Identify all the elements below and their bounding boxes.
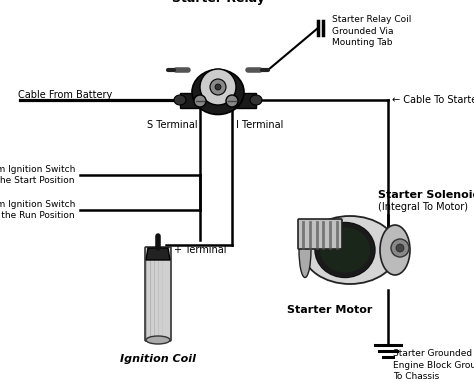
- Ellipse shape: [315, 222, 375, 277]
- Ellipse shape: [299, 222, 311, 277]
- Circle shape: [200, 69, 236, 105]
- Text: (Integral To Motor): (Integral To Motor): [378, 202, 468, 212]
- Text: Starter Relay Coil
Grounded Via
Mounting Tab: Starter Relay Coil Grounded Via Mounting…: [332, 15, 411, 47]
- Ellipse shape: [174, 95, 186, 105]
- Text: Starter Relay: Starter Relay: [172, 0, 264, 5]
- Circle shape: [396, 244, 404, 252]
- Circle shape: [210, 79, 226, 95]
- Polygon shape: [146, 248, 170, 260]
- Circle shape: [194, 95, 206, 107]
- Text: From Ignition Switch
"Hot" in the Start Position: From Ignition Switch "Hot" in the Start …: [0, 165, 75, 185]
- Ellipse shape: [302, 216, 398, 284]
- Text: Ignition Coil: Ignition Coil: [120, 354, 196, 364]
- Ellipse shape: [192, 70, 244, 115]
- Circle shape: [391, 239, 409, 257]
- Ellipse shape: [250, 95, 262, 105]
- Text: Starter Grounded Via
Engine Block Ground
To Chassis: Starter Grounded Via Engine Block Ground…: [393, 349, 474, 381]
- Text: Starter Motor: Starter Motor: [287, 305, 373, 315]
- Text: ← Cable To Starter: ← Cable To Starter: [392, 95, 474, 105]
- Ellipse shape: [380, 225, 410, 275]
- FancyBboxPatch shape: [145, 247, 171, 341]
- Ellipse shape: [320, 228, 370, 272]
- Polygon shape: [180, 93, 256, 108]
- Text: Starter Solenoid: Starter Solenoid: [378, 190, 474, 200]
- Text: S Terminal: S Terminal: [147, 120, 198, 130]
- Ellipse shape: [146, 336, 170, 344]
- Circle shape: [226, 95, 238, 107]
- Text: From Ignition Switch
"Hot" in the Run Position: From Ignition Switch "Hot" in the Run Po…: [0, 200, 75, 220]
- FancyBboxPatch shape: [298, 219, 342, 249]
- Text: + Terminal: + Terminal: [174, 245, 227, 255]
- Text: Cable From Battery: Cable From Battery: [18, 90, 112, 100]
- Circle shape: [215, 84, 221, 90]
- Text: I Terminal: I Terminal: [236, 120, 283, 130]
